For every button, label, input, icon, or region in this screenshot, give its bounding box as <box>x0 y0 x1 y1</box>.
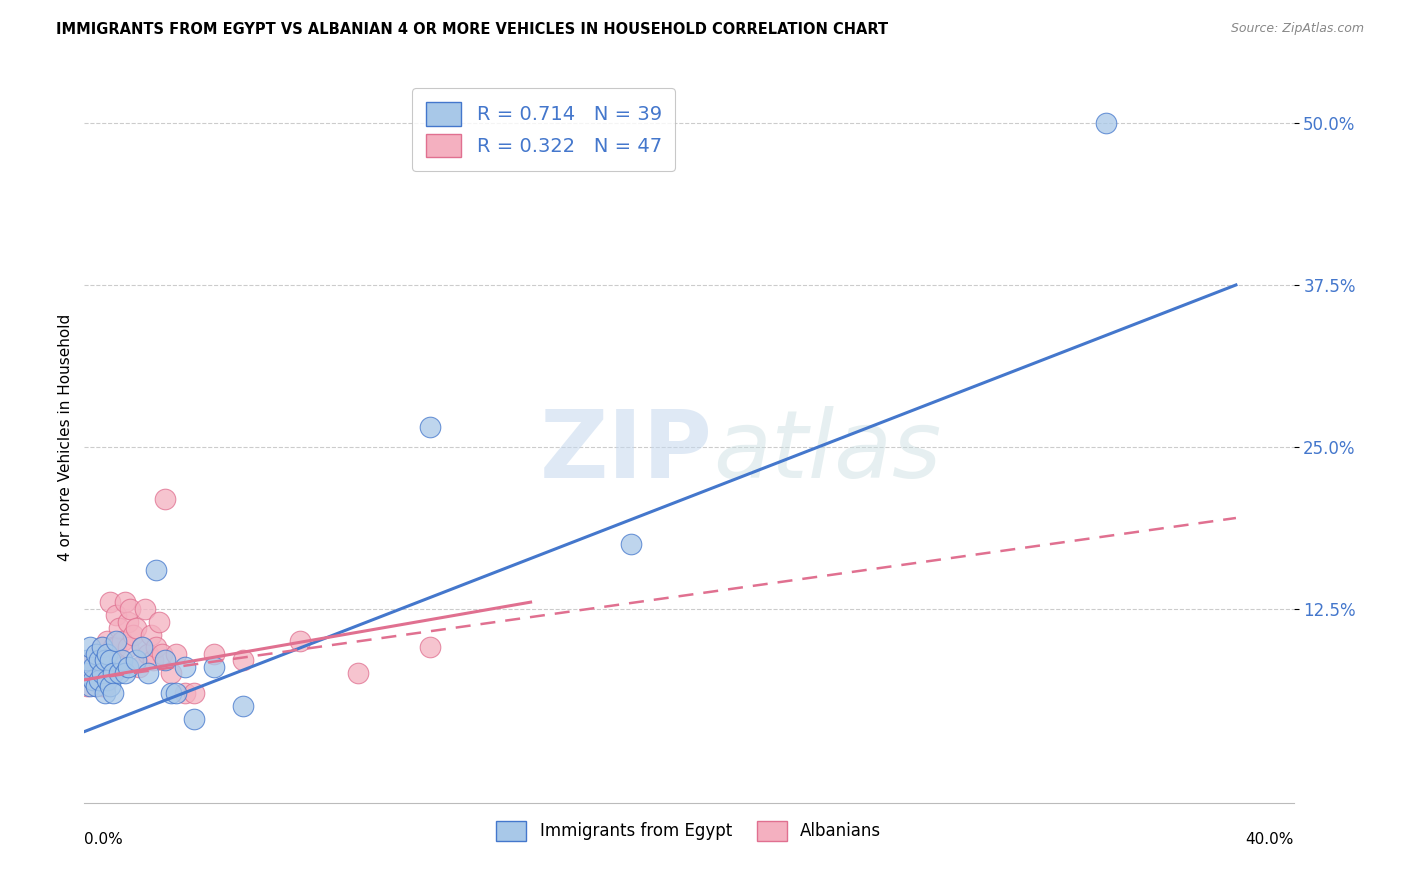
Point <box>90 640 112 655</box>
Point <box>82 673 104 687</box>
Point <box>98 653 121 667</box>
Point <box>125 621 148 635</box>
Point <box>134 601 156 615</box>
Point <box>122 627 145 641</box>
Legend: Immigrants from Egypt, Albanians: Immigrants from Egypt, Albanians <box>488 813 890 849</box>
Point <box>82 653 104 667</box>
Point <box>101 686 124 700</box>
Point <box>150 647 173 661</box>
Point <box>93 679 115 693</box>
Point <box>166 647 188 661</box>
Point <box>84 679 107 693</box>
Point <box>111 653 134 667</box>
Point <box>90 640 112 655</box>
Point <box>117 660 139 674</box>
Point <box>87 653 110 667</box>
Point <box>183 686 205 700</box>
Point <box>87 647 110 661</box>
Point <box>96 634 118 648</box>
Point <box>105 608 128 623</box>
Point <box>131 640 153 655</box>
Text: 40.0%: 40.0% <box>1246 832 1294 847</box>
Point <box>101 666 124 681</box>
Point <box>114 666 136 681</box>
Point <box>114 595 136 609</box>
Point <box>136 647 159 661</box>
Text: ZIP: ZIP <box>540 406 713 498</box>
Point <box>419 420 441 434</box>
Point <box>232 653 254 667</box>
Point <box>108 666 131 681</box>
Point <box>159 666 181 681</box>
Point <box>120 601 142 615</box>
Point <box>93 686 115 700</box>
Point <box>1095 116 1118 130</box>
Point <box>84 679 107 693</box>
Point <box>419 640 441 655</box>
Point <box>105 634 128 648</box>
Point <box>136 666 159 681</box>
Point <box>125 653 148 667</box>
Point <box>93 660 115 674</box>
Point <box>159 686 181 700</box>
Point <box>202 647 225 661</box>
Point <box>79 640 101 655</box>
Point <box>117 640 139 655</box>
Point <box>202 660 225 674</box>
Point <box>153 653 176 667</box>
Text: 0.0%: 0.0% <box>84 832 124 847</box>
Point <box>111 634 134 648</box>
Point <box>87 666 110 681</box>
Point <box>96 653 118 667</box>
Point <box>290 634 312 648</box>
Point <box>620 537 643 551</box>
Point <box>82 660 104 674</box>
Point <box>232 698 254 713</box>
Y-axis label: 4 or more Vehicles in Household: 4 or more Vehicles in Household <box>58 313 73 561</box>
Point <box>145 640 167 655</box>
Point <box>79 679 101 693</box>
Point <box>84 647 107 661</box>
Point <box>98 595 121 609</box>
Point <box>96 673 118 687</box>
Point <box>101 666 124 681</box>
Point <box>166 686 188 700</box>
Point <box>145 563 167 577</box>
Point <box>93 653 115 667</box>
Text: Source: ZipAtlas.com: Source: ZipAtlas.com <box>1230 22 1364 36</box>
Point <box>117 615 139 629</box>
Point <box>105 640 128 655</box>
Point <box>87 673 110 687</box>
Point <box>148 615 170 629</box>
Point <box>142 653 165 667</box>
Text: IMMIGRANTS FROM EGYPT VS ALBANIAN 4 OR MORE VEHICLES IN HOUSEHOLD CORRELATION CH: IMMIGRANTS FROM EGYPT VS ALBANIAN 4 OR M… <box>56 22 889 37</box>
Point <box>76 653 98 667</box>
Point <box>183 712 205 726</box>
Point <box>98 679 121 693</box>
Point <box>139 627 162 641</box>
Point <box>111 660 134 674</box>
Point <box>76 666 98 681</box>
Point <box>101 640 124 655</box>
Text: atlas: atlas <box>713 406 942 497</box>
Point <box>174 660 197 674</box>
Point <box>84 666 107 681</box>
Point <box>108 621 131 635</box>
Point <box>174 686 197 700</box>
Point <box>90 679 112 693</box>
Point <box>96 647 118 661</box>
Point <box>347 666 370 681</box>
Point <box>90 666 112 681</box>
Point <box>128 660 150 674</box>
Point <box>79 666 101 681</box>
Point <box>153 491 176 506</box>
Point <box>76 679 98 693</box>
Point <box>131 640 153 655</box>
Point <box>82 673 104 687</box>
